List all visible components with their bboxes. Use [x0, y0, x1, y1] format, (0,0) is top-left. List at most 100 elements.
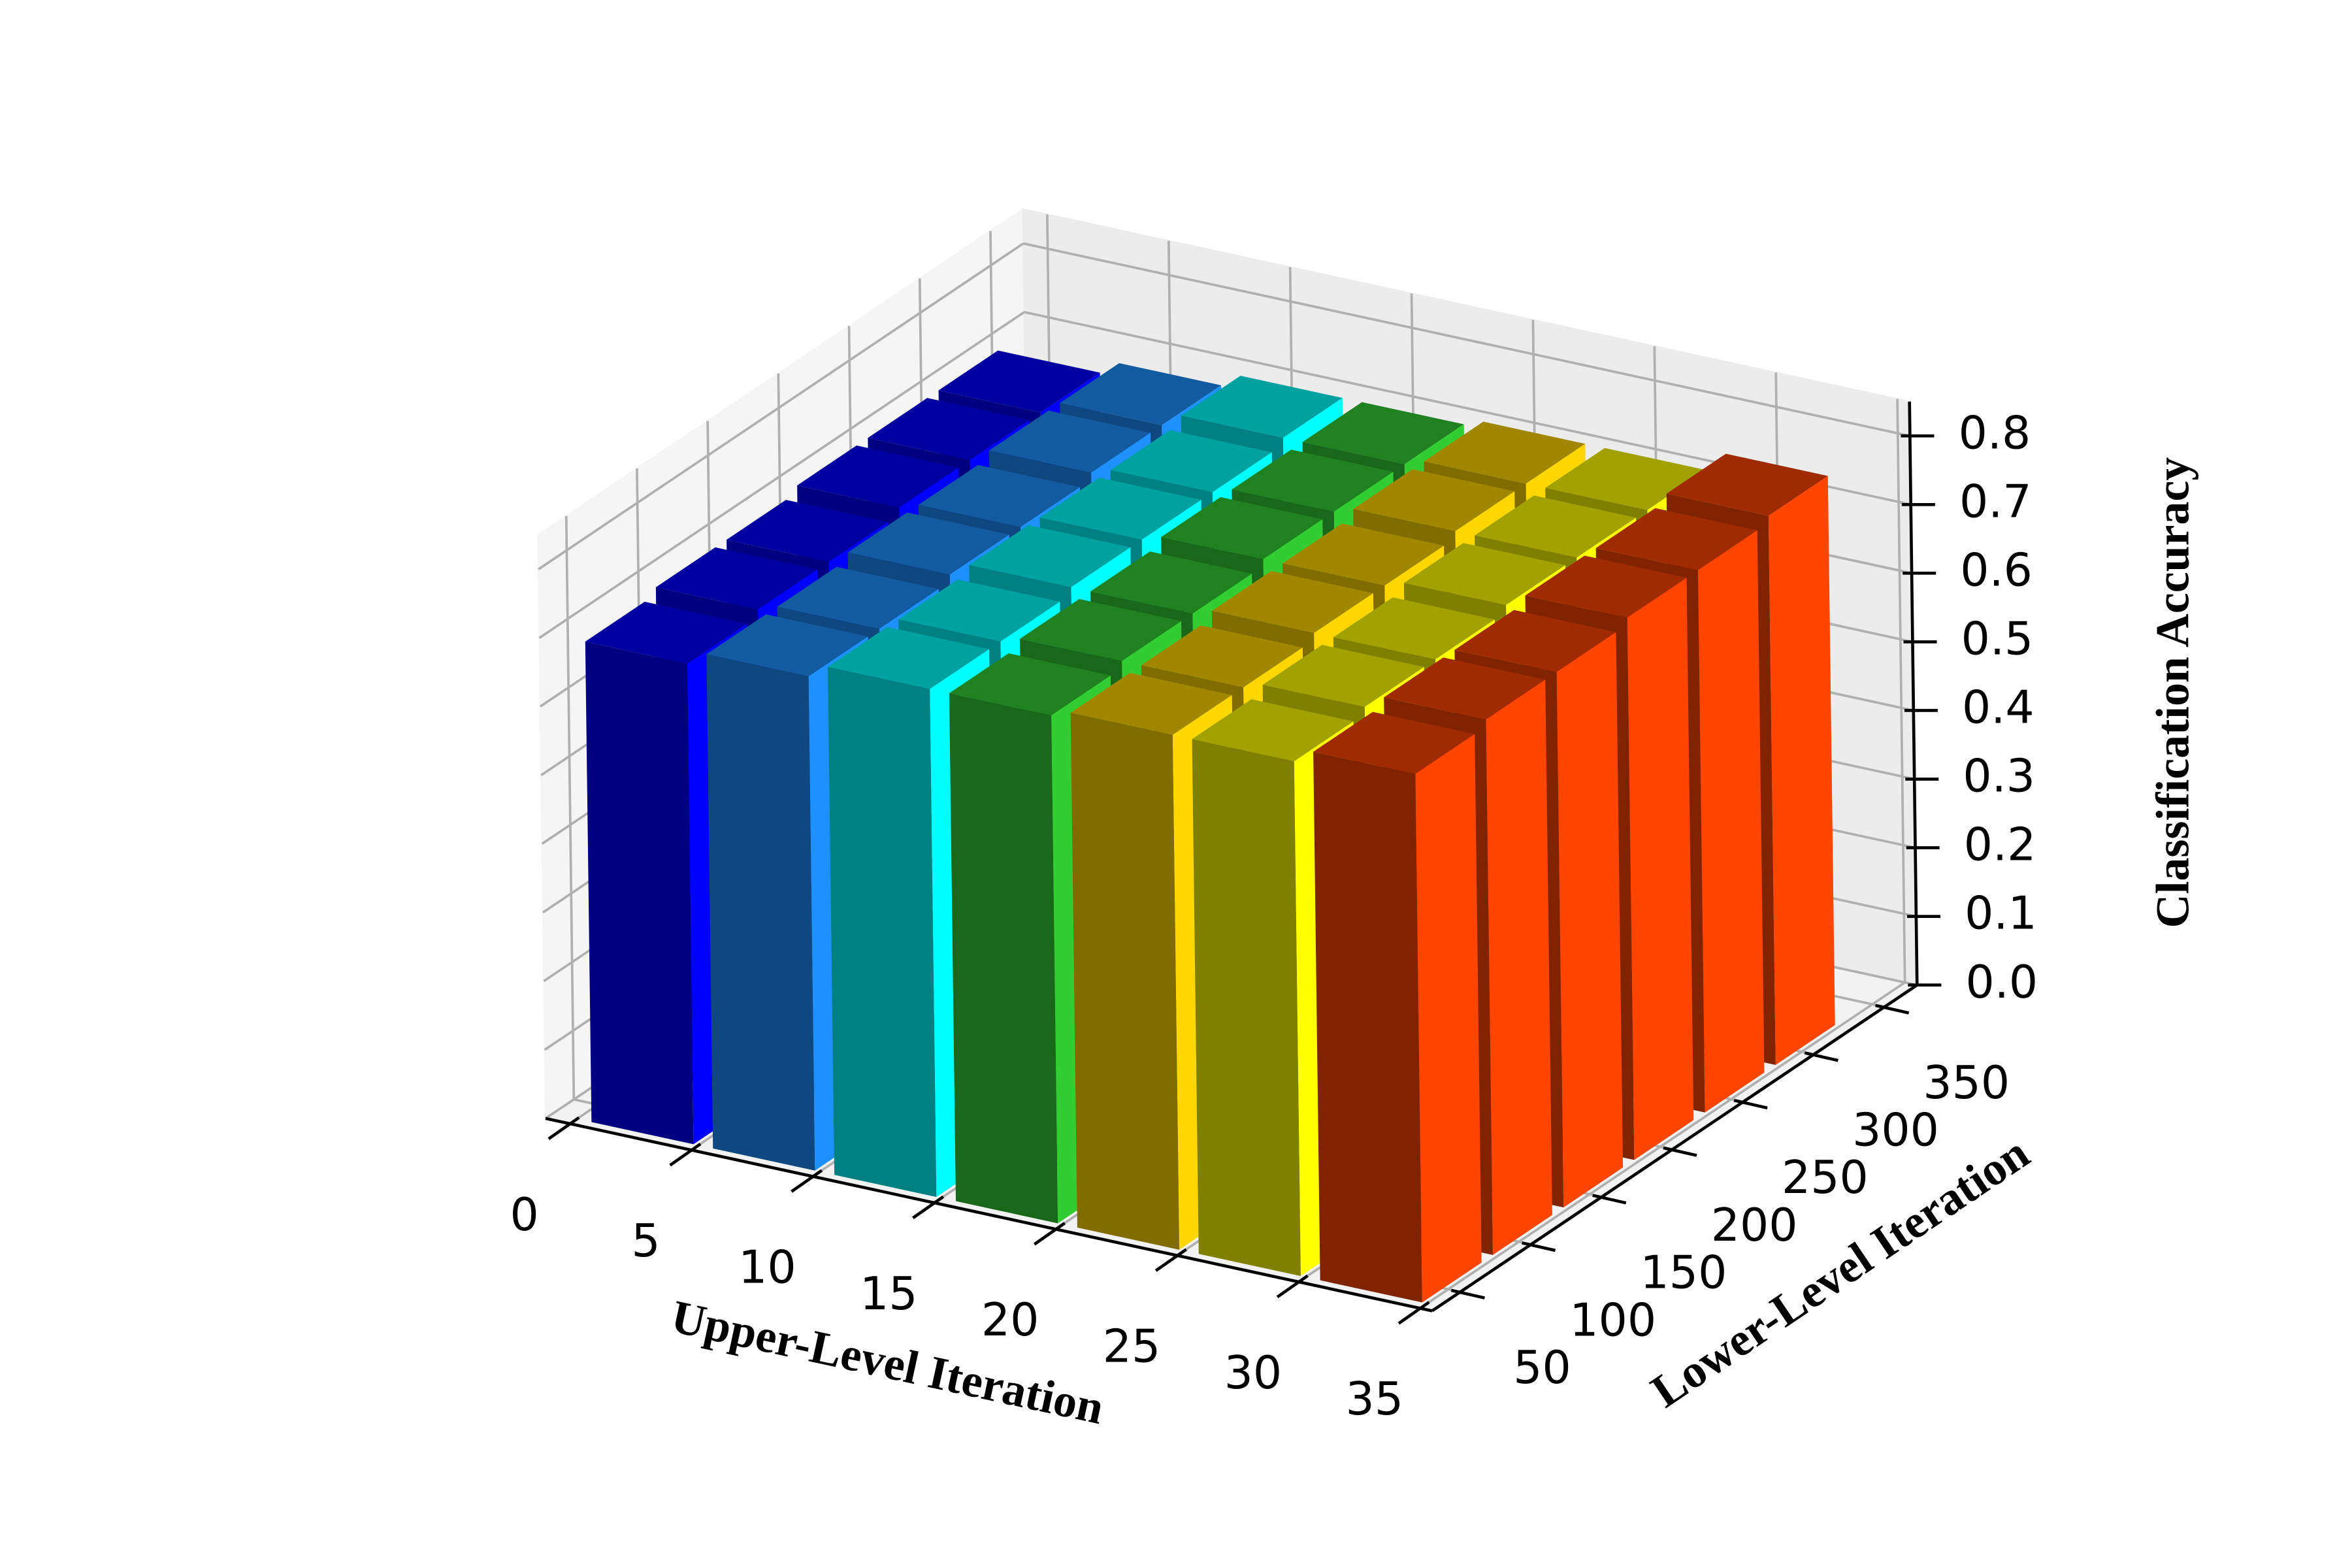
y-tick-label: 150 [1641, 1247, 1727, 1299]
bar-top [727, 500, 889, 563]
x-tick-label: 20 [981, 1294, 1039, 1347]
bar-front [828, 666, 937, 1198]
bar-front [1313, 751, 1422, 1303]
z-tick-label: 0.8 [1959, 406, 2031, 459]
bar-side [1556, 632, 1624, 1208]
z-tick-label: 0.2 [1964, 819, 2036, 872]
bar-top [1475, 495, 1637, 558]
x-tick [1276, 1274, 1309, 1299]
bar-top [898, 579, 1060, 642]
z-tick-label: 0.3 [1963, 750, 2035, 803]
bar-top [1161, 497, 1323, 559]
y-tick [1522, 1241, 1556, 1252]
bar-top [1424, 421, 1586, 484]
x-tick [547, 1116, 580, 1141]
bar-top [1070, 672, 1232, 735]
bar-side [1415, 734, 1482, 1303]
y-tick-label: 100 [1569, 1294, 1656, 1347]
z-tick-label: 0.4 [1962, 681, 2034, 734]
y-tick [1875, 1004, 1910, 1015]
bar-top [1666, 453, 1828, 516]
bar-top [1313, 711, 1475, 774]
bar-top [585, 601, 747, 664]
grid-line [564, 515, 576, 1100]
bar-side [1486, 679, 1552, 1255]
bar [1313, 711, 1482, 1303]
grid-line [1896, 399, 1906, 983]
bar-front [1192, 739, 1301, 1277]
bar-top [1181, 376, 1343, 438]
bar-front [585, 642, 694, 1145]
x-tick [791, 1169, 823, 1193]
z-tick-label: 0.1 [1965, 887, 2037, 940]
bar-top [1192, 699, 1354, 762]
y-tick [1592, 1194, 1627, 1205]
bar-side [1768, 476, 1835, 1066]
bar-top [1019, 598, 1182, 661]
bar-top [1302, 402, 1464, 465]
x-tick [1154, 1248, 1187, 1272]
bar-side [1697, 530, 1765, 1113]
z-tick-label: 0.7 [1959, 475, 2032, 528]
z-tick-label: 0.0 [1966, 956, 2038, 1009]
bar-top [1090, 551, 1252, 614]
bar-top [949, 653, 1111, 715]
z-tick-label: 0.5 [1961, 612, 2034, 665]
z-tick-label: 0.6 [1960, 544, 2033, 596]
y-tick [1450, 1288, 1485, 1299]
bar-top [868, 398, 1030, 461]
bar-top [777, 566, 939, 629]
bar-top [1110, 430, 1272, 493]
bar-top [1333, 597, 1495, 660]
axis-line [1908, 401, 1919, 985]
grid-line [1419, 981, 1906, 1309]
x-tick-label: 35 [1346, 1373, 1404, 1426]
bar-top [1282, 523, 1445, 586]
grid-line [538, 242, 1024, 570]
bar-top [706, 614, 868, 677]
y-tick-label: 50 [1513, 1341, 1571, 1394]
bar-front [1070, 712, 1180, 1250]
bar-top [969, 525, 1131, 587]
bar-top [1545, 448, 1707, 510]
bar-top [1060, 363, 1222, 425]
bar-side [1627, 578, 1694, 1160]
bar-top [828, 627, 990, 689]
z-axis-label: Classification Accuracy [2147, 457, 2199, 928]
bar-top [1232, 449, 1394, 512]
x-tick [1033, 1222, 1066, 1246]
bar-top [847, 512, 1009, 575]
axis-line [1431, 983, 1918, 1313]
x-tick-label: 5 [631, 1215, 660, 1267]
y-tick [1733, 1098, 1768, 1110]
bar-top [1595, 508, 1757, 570]
bar-top [1403, 543, 1565, 606]
bar-top [918, 465, 1080, 527]
x-tick [669, 1143, 702, 1167]
bar-top [1353, 469, 1515, 532]
y-tick-label: 200 [1711, 1199, 1798, 1252]
x-tick [912, 1195, 945, 1220]
y-tick-label: 350 [1923, 1056, 2010, 1109]
y-tick-label: 300 [1852, 1104, 1939, 1157]
y-tick-label: 250 [1782, 1151, 1869, 1204]
bar-top [988, 410, 1151, 473]
grid-line [1023, 242, 1910, 438]
x-tick [1397, 1301, 1430, 1325]
bar-top [655, 547, 817, 610]
grid-line [538, 311, 1025, 639]
x-tick-label: 0 [510, 1188, 539, 1241]
bar-front [706, 654, 815, 1171]
x-tick-label: 15 [860, 1267, 918, 1320]
bar-front [949, 693, 1058, 1224]
x-tick-label: 25 [1103, 1320, 1161, 1373]
y-tick [1804, 1051, 1838, 1062]
bar-top [1262, 645, 1424, 707]
bar-top [1039, 478, 1201, 540]
bar-top [1525, 555, 1687, 618]
y-tick [1663, 1146, 1697, 1157]
bar-top [1211, 570, 1373, 633]
bar-top [1141, 625, 1303, 688]
